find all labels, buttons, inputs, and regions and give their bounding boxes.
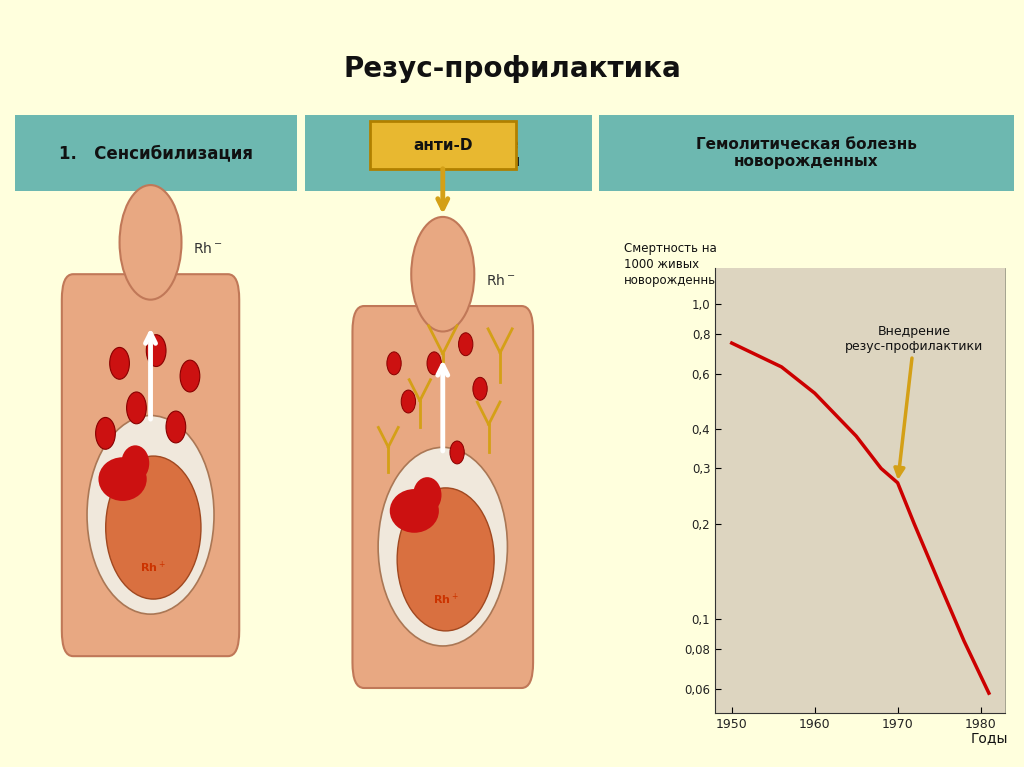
- Bar: [305, 115, 592, 192]
- Text: 1.   Сенсибилизация: 1. Сенсибилизация: [59, 144, 253, 163]
- Ellipse shape: [166, 411, 185, 443]
- FancyBboxPatch shape: [61, 275, 240, 656]
- Bar: [715, 268, 1006, 713]
- Ellipse shape: [427, 352, 441, 375]
- Ellipse shape: [121, 446, 150, 481]
- Ellipse shape: [110, 347, 129, 379]
- Ellipse shape: [105, 456, 201, 599]
- Ellipse shape: [473, 377, 487, 400]
- Ellipse shape: [413, 477, 441, 513]
- Text: Смертность на
1000 живых
новорожденных: Смертность на 1000 живых новорожденных: [624, 242, 725, 288]
- Text: Внедрение
резус-профилактики: Внедрение резус-профилактики: [845, 324, 983, 476]
- Ellipse shape: [397, 488, 495, 631]
- FancyBboxPatch shape: [352, 306, 534, 688]
- Ellipse shape: [378, 447, 508, 646]
- Ellipse shape: [127, 392, 146, 424]
- Ellipse shape: [412, 217, 474, 331]
- Text: Годы: Годы: [970, 731, 1008, 746]
- Text: 2.  В отсутствие
сенсибилизации: 2. В отсутствие сенсибилизации: [377, 137, 520, 170]
- Ellipse shape: [180, 360, 200, 392]
- Ellipse shape: [401, 390, 416, 413]
- Ellipse shape: [95, 417, 116, 449]
- Ellipse shape: [387, 352, 401, 375]
- Ellipse shape: [146, 334, 166, 367]
- Text: Rh$^-$: Rh$^-$: [193, 242, 222, 256]
- Bar: [599, 115, 1014, 192]
- Text: Гемолитическая болезнь
новорожденных: Гемолитическая болезнь новорожденных: [696, 137, 916, 170]
- Text: Rh$^+$: Rh$^+$: [433, 592, 459, 607]
- Ellipse shape: [98, 457, 146, 501]
- Text: Rh$^+$: Rh$^+$: [140, 560, 166, 575]
- FancyBboxPatch shape: [370, 121, 516, 170]
- Ellipse shape: [450, 441, 464, 464]
- Ellipse shape: [390, 489, 439, 533]
- Bar: [15, 115, 297, 192]
- Text: анти-D: анти-D: [413, 138, 472, 153]
- Ellipse shape: [459, 333, 473, 356]
- Text: Rh$^-$: Rh$^-$: [485, 273, 515, 288]
- Ellipse shape: [87, 416, 214, 614]
- Ellipse shape: [120, 185, 181, 300]
- Text: Резус-профилактика: Резус-профилактика: [343, 55, 681, 83]
